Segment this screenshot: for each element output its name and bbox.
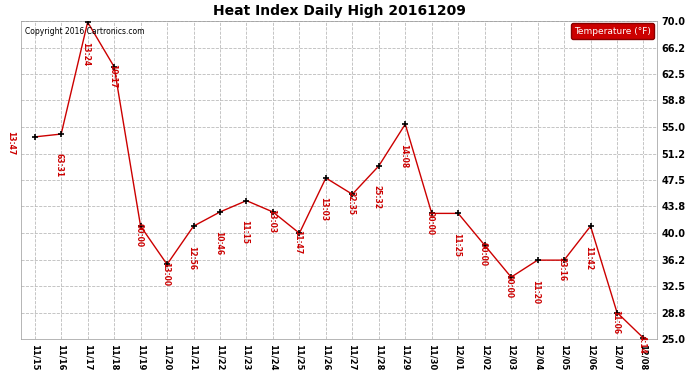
Text: 11:15: 11:15 — [240, 220, 249, 244]
Text: 11:47: 11:47 — [293, 231, 302, 255]
Text: 13:24: 13:24 — [81, 42, 90, 66]
Text: 23:16: 23:16 — [558, 257, 567, 282]
Text: 11:20: 11:20 — [531, 280, 540, 304]
Text: 00:00: 00:00 — [505, 274, 514, 298]
Text: 11:25: 11:25 — [452, 233, 461, 257]
Text: 13:03: 13:03 — [319, 197, 328, 222]
Legend: Temperature (°F): Temperature (°F) — [571, 23, 654, 39]
Text: 63:31: 63:31 — [55, 153, 64, 178]
Text: 10:46: 10:46 — [214, 231, 223, 255]
Text: 00:00: 00:00 — [426, 211, 435, 235]
Text: 12:56: 12:56 — [187, 246, 196, 270]
Text: 00:00: 00:00 — [135, 224, 144, 248]
Text: 11:42: 11:42 — [584, 246, 593, 270]
Text: Copyright 2016 Cartronics.com: Copyright 2016 Cartronics.com — [25, 27, 144, 36]
Title: Heat Index Daily High 20161209: Heat Index Daily High 20161209 — [213, 4, 466, 18]
Text: 10:17: 10:17 — [108, 64, 117, 88]
Text: 14:08: 14:08 — [399, 144, 408, 168]
Text: 00:00: 00:00 — [478, 243, 487, 267]
Text: 13:00: 13:00 — [161, 262, 170, 286]
Text: 4:14: 4:14 — [638, 335, 647, 354]
Text: 13:47: 13:47 — [6, 131, 15, 156]
Text: 22:35: 22:35 — [346, 192, 355, 216]
Text: 11:06: 11:06 — [611, 310, 620, 334]
Text: 25:32: 25:32 — [373, 185, 382, 209]
Text: 13:03: 13:03 — [267, 209, 276, 233]
